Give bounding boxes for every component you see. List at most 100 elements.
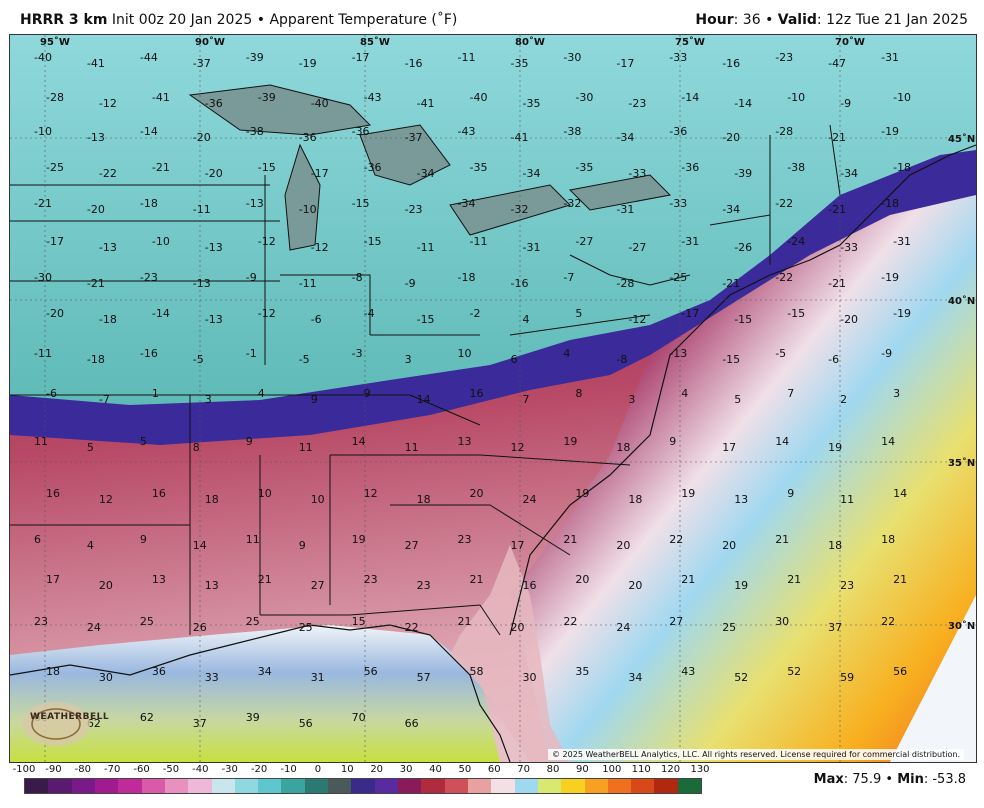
temperature-label: -20 [205, 167, 223, 180]
temperature-label: 21 [458, 615, 472, 628]
temperature-label: 1 [152, 387, 159, 400]
temperature-label: -39 [734, 167, 752, 180]
longitude-label: 90˚W [195, 36, 225, 48]
temperature-label: 21 [258, 573, 272, 586]
temperature-label: -12 [258, 307, 276, 320]
temperature-label: -13 [205, 313, 223, 326]
temperature-label: 58 [470, 665, 484, 678]
temperature-label: 10 [311, 493, 325, 506]
copyright-notice: © 2025 WeatherBELL Analytics, LLC. All r… [548, 749, 964, 760]
colorbar-swatch [514, 779, 538, 793]
temperature-label: 8 [575, 387, 582, 400]
temperature-label: 3 [205, 393, 212, 406]
temperature-label: -37 [193, 57, 211, 70]
temperature-label: 9 [669, 435, 676, 448]
temperature-label: -12 [628, 313, 646, 326]
temperature-label: -34 [840, 167, 858, 180]
colorbar-tick-label: 0 [314, 764, 322, 775]
temperature-labels: -40 -41 -44 -37 -39 -19 -17 -16 -11 -35 -30 -17 -33-… [34, 51, 911, 730]
temperature-label: -9 [405, 277, 416, 290]
temperature-label: -14 [152, 307, 170, 320]
temperature-label: 10 [258, 487, 272, 500]
temperature-label: -2 [470, 307, 481, 320]
temperature-label: 56 [364, 665, 378, 678]
longitude-label: 80˚W [515, 36, 545, 48]
colorbar-tick-label: 30 [399, 764, 413, 775]
temperature-label: -21 [828, 277, 846, 290]
temperature-label: 19 [575, 487, 589, 500]
colorbar-tick-label: 20 [370, 764, 384, 775]
temperature-label: 21 [893, 573, 907, 586]
longitude-label: 85˚W [360, 36, 390, 48]
temperature-label: 18 [205, 493, 219, 506]
temperature-label: -37 [405, 131, 423, 144]
temperature-label: -30 [34, 271, 52, 284]
temperature-label: 23 [840, 579, 854, 592]
temperature-label: 30 [523, 671, 537, 684]
min-label: Min [897, 772, 924, 787]
temperature-label: -8 [352, 271, 363, 284]
temperature-label: 14 [417, 393, 431, 406]
latitude-label: 35˚N [948, 457, 975, 469]
temperature-label: 18 [417, 493, 431, 506]
temperature-label: 20 [628, 579, 642, 592]
temperature-label: -36 [364, 161, 382, 174]
temperature-label: -21 [722, 277, 740, 290]
temperature-label: 25 [140, 615, 154, 628]
temperature-label: 21 [787, 573, 801, 586]
logo-text: WEATHERBELL [30, 712, 110, 722]
temperature-label: -43 [458, 125, 476, 138]
temperature-label: 7 [787, 387, 794, 400]
temperature-label: -28 [46, 91, 64, 104]
temperature-label: 5 [575, 307, 582, 320]
temperature-label: 57 [417, 671, 431, 684]
longitude-label: 70˚W [835, 36, 865, 48]
colorbar-tick-label: 60 [487, 764, 501, 775]
temperature-label: 36 [152, 665, 166, 678]
temperature-label: -21 [152, 161, 170, 174]
temperature-label: -33 [628, 167, 646, 180]
temperature-label: -11 [299, 277, 317, 290]
temperature-label: -15 [722, 353, 740, 366]
temperature-label: -35 [523, 97, 541, 110]
temperature-label: -7 [99, 393, 110, 406]
colorbar-tick-label: 50 [458, 764, 472, 775]
temperature-label: 19 [734, 579, 748, 592]
temperature-label: -13 [246, 197, 264, 210]
temperature-label: 19 [828, 441, 842, 454]
temperature-label: -20 [87, 203, 105, 216]
temperature-label: 25 [722, 621, 736, 634]
temperature-label: 25 [299, 621, 313, 634]
temperature-label: 15 [352, 615, 366, 628]
temperature-label: -6 [311, 313, 322, 326]
temperature-label: 39 [246, 711, 260, 724]
temperature-label: -16 [405, 57, 423, 70]
temperature-label: 10 [458, 347, 472, 360]
colorbar-tick-label: 100 [602, 764, 622, 775]
gulf-of-mexico-region [10, 625, 500, 762]
temperature-label: 11 [840, 493, 854, 506]
temperature-label: -25 [46, 161, 64, 174]
weatherbell-logo: WEATHERBELL [16, 696, 109, 752]
temperature-label: 17 [511, 539, 525, 552]
temperature-label: -10 [152, 235, 170, 248]
temperature-label: 34 [258, 665, 272, 678]
temperature-label: 22 [563, 615, 577, 628]
temperature-label: -9 [840, 97, 851, 110]
temperature-label: -43 [364, 91, 382, 104]
temperature-label: -33 [669, 51, 687, 64]
temperature-label: 37 [828, 621, 842, 634]
temperature-label: 8 [193, 441, 200, 454]
temperature-map[interactable]: 95˚W 90˚W 85˚W 80˚W 75˚W 70˚W 45˚N 40˚N 35˚N 30˚N… [9, 34, 977, 763]
temperature-label: 12 [99, 493, 113, 506]
colorbar-ticks: -100 -90 -80 -70 -60 -50 -40 -30 -20 -10 0 10 20 30 40… [10, 764, 710, 778]
temperature-label: 24 [616, 621, 630, 634]
temperature-label: 9 [364, 387, 371, 400]
temperature-label: 6 [34, 533, 41, 546]
max-label: Max [813, 772, 844, 787]
hour-label: Hour [695, 12, 734, 28]
temperature-label: -12 [258, 235, 276, 248]
colorbar-swatch [141, 779, 165, 793]
temperature-label: -40 [311, 97, 329, 110]
temperature-label: -13 [99, 241, 117, 254]
